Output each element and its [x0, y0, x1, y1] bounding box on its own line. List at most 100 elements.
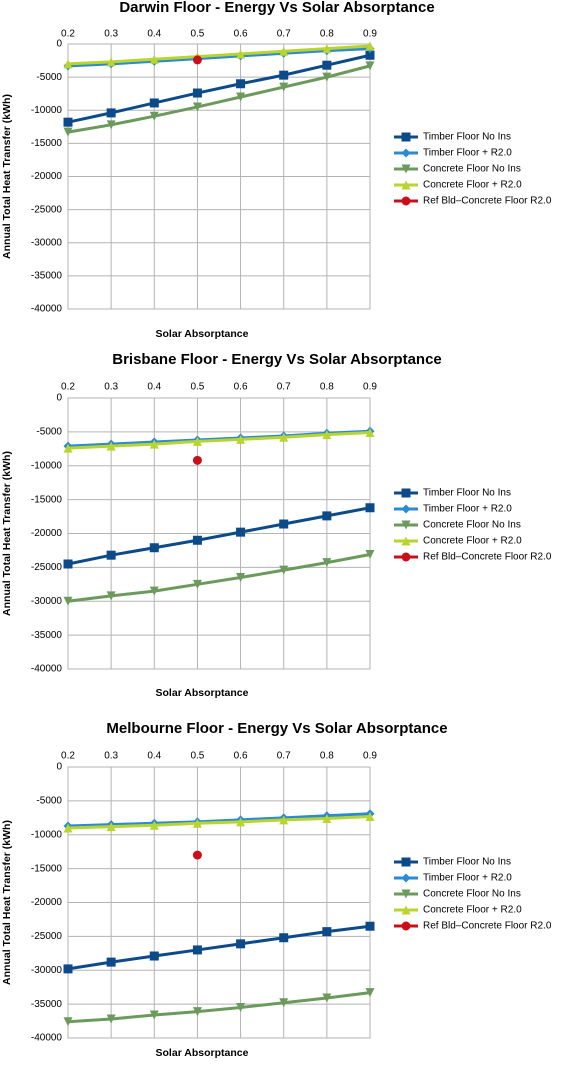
- y-tick-label: -20000: [31, 528, 63, 539]
- marker: [365, 550, 375, 560]
- marker: [401, 504, 411, 514]
- y-tick-label: -5000: [36, 72, 62, 83]
- marker: [63, 1017, 73, 1027]
- marker: [322, 430, 332, 440]
- y-tick-label: -25000: [31, 931, 63, 942]
- marker: [279, 933, 289, 943]
- y-tick-label: -25000: [31, 562, 63, 573]
- x-tick-label: 0.9: [363, 382, 377, 393]
- y-tick-label: -40000: [31, 664, 63, 675]
- x-axis-title: Solar Absorptance: [156, 687, 249, 699]
- legend-label: Timber Floor No Ins: [423, 488, 511, 499]
- x-tick-label: 0.5: [190, 29, 204, 40]
- marker: [365, 503, 375, 513]
- marker: [236, 939, 246, 949]
- legend-label: Timber Floor + R2.0: [423, 504, 512, 515]
- x-tick-label: 0.3: [104, 751, 118, 762]
- marker: [322, 44, 332, 54]
- marker: [279, 46, 289, 56]
- x-tick-label: 0.2: [61, 382, 75, 393]
- marker: [149, 586, 159, 596]
- marker: [106, 120, 116, 130]
- marker: [236, 49, 246, 59]
- marker: [365, 988, 375, 998]
- marker: [365, 428, 375, 438]
- x-tick-label: 0.3: [104, 382, 118, 393]
- marker: [279, 82, 289, 92]
- marker: [106, 57, 116, 67]
- marker: [63, 59, 73, 69]
- marker: [63, 964, 73, 974]
- y-tick-label: -10000: [31, 105, 63, 116]
- marker: [401, 857, 411, 867]
- x-tick-label: 0.8: [320, 29, 334, 40]
- marker: [192, 436, 202, 446]
- marker: [401, 180, 411, 190]
- y-tick-label: -20000: [31, 171, 63, 182]
- marker: [401, 196, 411, 206]
- marker: [106, 550, 116, 560]
- series-line: [67, 506, 371, 566]
- marker: [236, 92, 246, 102]
- legend-label: Concrete Floor + R2.0: [423, 905, 522, 916]
- marker: [322, 993, 332, 1003]
- marker: [149, 439, 159, 449]
- x-tick-label: 0.2: [61, 751, 75, 762]
- x-tick-label: 0.2: [61, 29, 75, 40]
- marker: [192, 818, 202, 828]
- marker: [279, 998, 289, 1008]
- marker: [106, 591, 116, 601]
- x-axis-title: Solar Absorptance: [156, 1047, 249, 1059]
- legend-label: Concrete Floor No Ins: [423, 520, 521, 531]
- marker: [149, 1010, 159, 1020]
- x-tick-label: 0.7: [277, 382, 291, 393]
- series-line: [67, 553, 371, 603]
- y-tick-label: -35000: [31, 271, 63, 282]
- legend-label: Ref Bld–Concrete Floor R2.0: [423, 196, 552, 207]
- marker: [401, 905, 411, 915]
- x-tick-label: 0.8: [320, 751, 334, 762]
- y-tick-label: -35000: [31, 999, 63, 1010]
- y-tick-label: -10000: [31, 460, 63, 471]
- marker: [106, 1014, 116, 1024]
- legend-label: Timber Floor + R2.0: [423, 148, 512, 159]
- y-tick-label: -10000: [31, 829, 63, 840]
- marker: [63, 117, 73, 127]
- marker: [401, 873, 411, 883]
- x-tick-label: 0.4: [147, 382, 161, 393]
- y-tick-label: -20000: [31, 897, 63, 908]
- x-tick-label: 0.7: [277, 751, 291, 762]
- marker: [236, 434, 246, 444]
- marker: [192, 535, 202, 545]
- y-tick-label: -15000: [31, 494, 63, 505]
- marker: [365, 41, 375, 51]
- marker: [401, 164, 411, 174]
- marker: [192, 850, 202, 860]
- marker: [401, 132, 411, 142]
- marker: [322, 927, 332, 937]
- series-line: [67, 812, 371, 828]
- marker: [192, 102, 202, 112]
- marker: [322, 558, 332, 568]
- marker: [365, 50, 375, 60]
- marker: [149, 111, 159, 121]
- y-axis-title: Annual Total Heat Transfer (kWh): [1, 94, 13, 259]
- legend-label: Concrete Floor No Ins: [423, 889, 521, 900]
- marker: [236, 79, 246, 89]
- y-tick-label: -30000: [31, 237, 63, 248]
- chart-title: Darwin Floor - Energy Vs Solar Absorptan…: [119, 0, 434, 16]
- marker: [401, 488, 411, 498]
- legend-label: Concrete Floor No Ins: [423, 164, 521, 175]
- x-tick-label: 0.3: [104, 29, 118, 40]
- marker: [322, 511, 332, 521]
- y-tick-label: -35000: [31, 630, 63, 641]
- legend-label: Concrete Floor + R2.0: [423, 180, 522, 191]
- marker: [236, 1003, 246, 1013]
- chart: Melbourne Floor - Energy Vs Solar Absorp…: [1, 720, 552, 1059]
- x-tick-label: 0.4: [147, 29, 161, 40]
- marker: [365, 61, 375, 71]
- marker: [63, 596, 73, 606]
- marker: [401, 536, 411, 546]
- x-tick-label: 0.9: [363, 29, 377, 40]
- y-tick-label: -25000: [31, 204, 63, 215]
